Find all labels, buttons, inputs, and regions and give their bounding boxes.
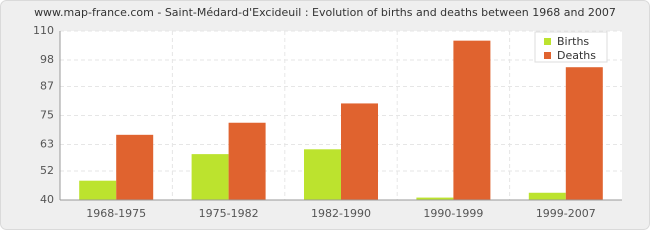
y-tick-label: 110 bbox=[33, 24, 54, 37]
bar bbox=[228, 122, 266, 200]
legend-swatch bbox=[544, 38, 551, 45]
bar bbox=[79, 180, 117, 200]
x-tick-label: 1968-1975 bbox=[86, 207, 146, 220]
y-tick-label: 87 bbox=[40, 80, 54, 93]
chart-title: www.map-france.com - Saint-Médard-d'Exci… bbox=[34, 6, 616, 19]
x-tick-label: 1982-1990 bbox=[311, 207, 371, 220]
x-tick-label: 1999-2007 bbox=[536, 207, 596, 220]
legend-label: Deaths bbox=[557, 49, 596, 62]
bar bbox=[453, 40, 491, 201]
legend-swatch bbox=[544, 52, 551, 59]
bar bbox=[116, 134, 154, 200]
bar bbox=[341, 103, 378, 200]
chart: www.map-france.com - Saint-Médard-d'Exci… bbox=[0, 0, 650, 230]
y-tick-label: 98 bbox=[40, 53, 54, 66]
y-tick-label: 52 bbox=[40, 164, 54, 177]
x-tick-label: 1975-1982 bbox=[199, 207, 259, 220]
bar bbox=[416, 197, 454, 200]
bar bbox=[304, 149, 341, 200]
bar bbox=[528, 192, 566, 200]
bar bbox=[191, 154, 229, 200]
y-tick-label: 75 bbox=[40, 109, 54, 122]
bar bbox=[565, 67, 603, 200]
y-tick-label: 63 bbox=[40, 137, 54, 150]
x-tick-label: 1990-1999 bbox=[423, 207, 483, 220]
y-tick-label: 40 bbox=[40, 193, 54, 206]
legend-label: Births bbox=[557, 35, 589, 48]
